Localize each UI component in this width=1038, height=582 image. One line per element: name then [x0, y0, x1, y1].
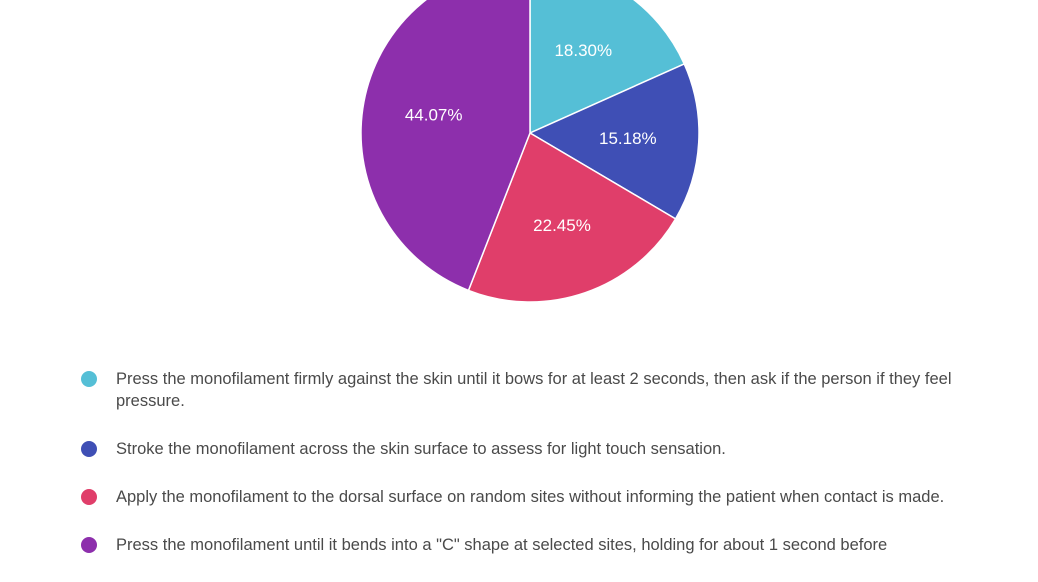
pie-slice-3[interactable]	[467, 131, 677, 303]
slice-label-1: 18.30%	[554, 41, 612, 60]
legend-marker-3	[81, 489, 97, 505]
legend-marker-4	[81, 537, 97, 553]
legend-label-2: Stroke the monofilament across the skin …	[116, 440, 726, 458]
legend-item-3[interactable]: Apply the monofilament to the dorsal sur…	[80, 486, 960, 508]
legend-marker-2	[81, 441, 97, 457]
legend-label-1: Press the monofilament firmly against th…	[116, 370, 952, 410]
legend-item-4[interactable]: Press the monofilament until it bends in…	[80, 534, 960, 556]
legend-label-4: Press the monofilament until it bends in…	[116, 536, 888, 554]
slice-label-3: 22.45%	[533, 216, 591, 235]
chart-legend: Press the monofilament firmly against th…	[80, 368, 960, 582]
slice-label-2: 15.18%	[599, 129, 657, 148]
pie-slice-2[interactable]	[528, 62, 700, 220]
pie-chart: 18.30% 15.18% 22.45% 44.07%	[360, 0, 700, 303]
slice-label-4: 44.07%	[405, 105, 463, 124]
legend-marker-1	[81, 371, 97, 387]
pie-slice-1[interactable]	[529, 0, 686, 135]
legend-label-3: Apply the monofilament to the dorsal sur…	[116, 488, 945, 506]
legend-item-2[interactable]: Stroke the monofilament across the skin …	[80, 438, 960, 460]
legend-item-1[interactable]: Press the monofilament firmly against th…	[80, 368, 960, 412]
pie-slice-4[interactable]	[360, 0, 531, 292]
